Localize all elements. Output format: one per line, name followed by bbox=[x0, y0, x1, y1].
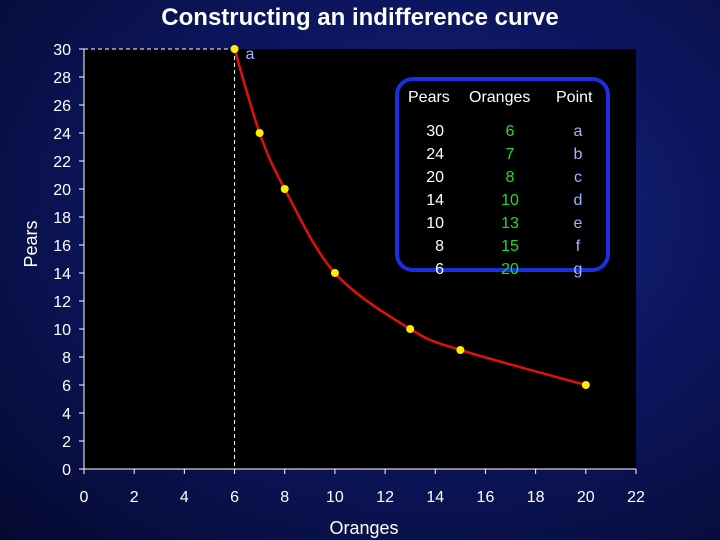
table-cell-pears: 6 bbox=[435, 261, 444, 278]
table-cell-point: c bbox=[574, 169, 582, 186]
x-tick-label: 12 bbox=[376, 489, 394, 506]
table-header-oranges: Oranges bbox=[469, 89, 531, 106]
x-axis-label: Oranges bbox=[329, 518, 398, 538]
x-tick-label: 20 bbox=[577, 489, 595, 506]
table-cell-pears: 24 bbox=[426, 146, 444, 163]
y-tick-label: 22 bbox=[53, 154, 71, 171]
table-cell-pears: 10 bbox=[426, 215, 444, 232]
table-column-pears: 30 24 20 14 10 8 6 bbox=[418, 120, 444, 281]
table-cell-point: e bbox=[573, 215, 583, 232]
data-point-c bbox=[280, 185, 289, 193]
x-axis: 0 2 4 6 8 10 12 14 16 18 20 22 bbox=[80, 468, 645, 506]
x-tick-label: 8 bbox=[280, 489, 289, 506]
data-point-d bbox=[330, 269, 339, 277]
chart-title: Constructing an indifference curve bbox=[161, 4, 559, 31]
y-tick-label: 4 bbox=[62, 406, 71, 423]
y-tick-label: 8 bbox=[62, 350, 71, 367]
table-cell-pears: 30 bbox=[426, 123, 444, 140]
table-cell-oranges: 15 bbox=[501, 238, 519, 255]
marker-layer bbox=[230, 45, 590, 389]
table-cell-point: d bbox=[573, 192, 583, 209]
y-tick-label: 20 bbox=[53, 182, 71, 199]
plot-area bbox=[84, 49, 636, 469]
data-point-b bbox=[255, 129, 264, 137]
data-point-e bbox=[406, 325, 415, 333]
y-tick-label: 24 bbox=[53, 126, 71, 143]
y-tick-label: 0 bbox=[62, 462, 71, 479]
table-cell-pears: 20 bbox=[426, 169, 444, 186]
y-tick-label: 16 bbox=[53, 238, 71, 255]
x-tick-label: 0 bbox=[80, 489, 89, 506]
y-tick-label: 6 bbox=[62, 378, 71, 395]
table-cell-oranges: 8 bbox=[505, 169, 515, 186]
table-column-oranges: 6 7 8 10 13 15 20 bbox=[492, 120, 528, 281]
x-tick-label: 2 bbox=[130, 489, 139, 506]
y-tick-label: 28 bbox=[53, 70, 71, 87]
y-tick-label: 26 bbox=[53, 98, 71, 115]
table-header-point: Point bbox=[556, 89, 593, 106]
annotation-layer: a bbox=[246, 46, 255, 63]
table-cell-pears: 8 bbox=[435, 238, 444, 255]
x-tick-label: 22 bbox=[627, 489, 645, 506]
table-cell-pears: 14 bbox=[426, 192, 444, 209]
x-tick-label: 10 bbox=[326, 489, 344, 506]
table-cell-oranges: 20 bbox=[501, 261, 519, 278]
table-header-pears: Pears bbox=[408, 89, 450, 106]
table-cell-point: g bbox=[573, 261, 583, 278]
x-tick-label: 18 bbox=[527, 489, 545, 506]
data-point-a bbox=[230, 45, 239, 53]
y-axis-label: Pears bbox=[21, 220, 41, 267]
x-tick-label: 16 bbox=[477, 489, 495, 506]
guide-lines bbox=[84, 48, 236, 469]
table-cell-oranges: 13 bbox=[501, 215, 519, 232]
y-tick-label: 10 bbox=[53, 322, 71, 339]
point-label-a: a bbox=[246, 46, 255, 63]
table-cell-oranges: 7 bbox=[505, 146, 515, 163]
y-tick-label: 12 bbox=[53, 294, 71, 311]
table-cell-point: f bbox=[575, 238, 581, 255]
y-tick-label: 18 bbox=[53, 210, 71, 227]
data-point-f bbox=[456, 346, 465, 354]
x-tick-label: 4 bbox=[180, 489, 189, 506]
x-tick-label: 14 bbox=[426, 489, 444, 506]
y-tick-label: 30 bbox=[53, 42, 71, 59]
table-cell-point: a bbox=[573, 123, 583, 140]
data-point-g bbox=[581, 381, 590, 389]
table-cell-point: b bbox=[573, 146, 583, 163]
table-cell-oranges: 10 bbox=[501, 192, 519, 209]
data-table-box bbox=[395, 77, 610, 272]
y-tick-label: 14 bbox=[53, 266, 71, 283]
x-tick-label: 6 bbox=[230, 489, 239, 506]
y-tick-label: 2 bbox=[62, 434, 71, 451]
table-cell-oranges: 6 bbox=[505, 123, 515, 140]
